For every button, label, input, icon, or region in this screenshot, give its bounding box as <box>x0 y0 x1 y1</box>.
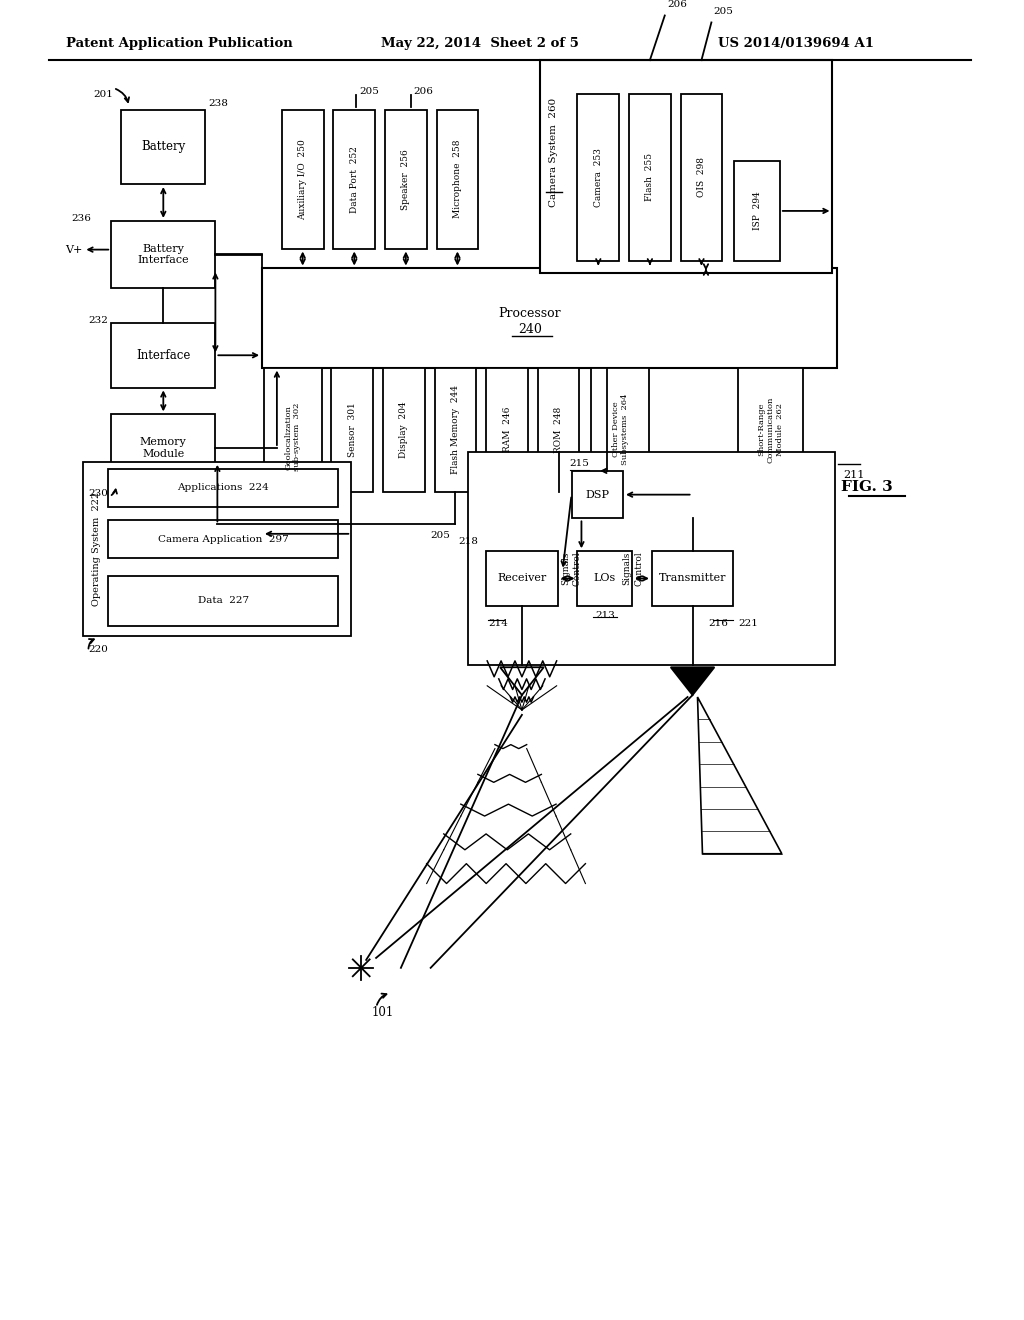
Text: Data  227: Data 227 <box>198 597 249 606</box>
Text: Battery: Battery <box>141 140 185 153</box>
Text: RAM  246: RAM 246 <box>503 407 512 453</box>
Text: Signals: Signals <box>623 552 632 585</box>
FancyBboxPatch shape <box>109 520 338 558</box>
Text: Transmitter: Transmitter <box>658 573 726 583</box>
Text: US 2014/0139694 A1: US 2014/0139694 A1 <box>719 37 874 50</box>
Text: 238: 238 <box>209 99 228 108</box>
FancyBboxPatch shape <box>652 552 733 606</box>
Text: 230: 230 <box>88 490 109 498</box>
Text: 215: 215 <box>569 459 590 467</box>
Text: 101: 101 <box>371 1006 393 1019</box>
FancyBboxPatch shape <box>83 462 351 635</box>
FancyBboxPatch shape <box>112 323 215 388</box>
FancyBboxPatch shape <box>486 552 558 606</box>
FancyBboxPatch shape <box>109 469 338 507</box>
FancyBboxPatch shape <box>112 220 215 288</box>
Text: 206: 206 <box>414 87 434 96</box>
Text: Sensor  301: Sensor 301 <box>348 403 356 457</box>
Text: 206: 206 <box>668 0 688 8</box>
FancyBboxPatch shape <box>578 94 620 260</box>
Text: FIG. 3: FIG. 3 <box>842 479 893 494</box>
Polygon shape <box>671 667 715 696</box>
Text: Camera Application  297: Camera Application 297 <box>158 535 289 544</box>
Text: Operating System  222: Operating System 222 <box>92 491 100 606</box>
Text: Camera System  260: Camera System 260 <box>549 98 558 206</box>
Text: Camera  253: Camera 253 <box>594 148 603 207</box>
Text: 216: 216 <box>709 619 728 627</box>
Text: 205: 205 <box>359 87 379 96</box>
Text: Interface: Interface <box>136 348 190 362</box>
Text: Short-Range
Communication
Module  262: Short-Range Communication Module 262 <box>757 396 783 463</box>
Text: 205: 205 <box>431 532 451 540</box>
FancyBboxPatch shape <box>282 110 324 248</box>
FancyBboxPatch shape <box>109 576 338 626</box>
Text: 236: 236 <box>72 214 91 223</box>
FancyBboxPatch shape <box>332 368 373 491</box>
Text: 213: 213 <box>595 611 614 620</box>
Text: DSP: DSP <box>586 490 609 500</box>
FancyBboxPatch shape <box>468 451 836 665</box>
FancyBboxPatch shape <box>383 368 425 491</box>
Text: May 22, 2014  Sheet 2 of 5: May 22, 2014 Sheet 2 of 5 <box>381 37 579 50</box>
Text: Microphone  258: Microphone 258 <box>453 140 462 218</box>
Text: Patent Application Publication: Patent Application Publication <box>66 37 292 50</box>
Text: Auxiliary I/O  250: Auxiliary I/O 250 <box>298 139 307 219</box>
FancyBboxPatch shape <box>262 268 838 368</box>
Text: ROM  248: ROM 248 <box>554 407 563 453</box>
Text: 214: 214 <box>488 619 508 627</box>
Text: Flash  255: Flash 255 <box>645 153 654 201</box>
FancyBboxPatch shape <box>264 368 322 507</box>
FancyBboxPatch shape <box>121 110 206 185</box>
Text: V+: V+ <box>65 244 82 255</box>
FancyBboxPatch shape <box>738 368 803 491</box>
FancyBboxPatch shape <box>434 368 476 491</box>
FancyBboxPatch shape <box>538 368 580 491</box>
FancyBboxPatch shape <box>385 110 427 248</box>
Text: 221: 221 <box>738 619 758 627</box>
Text: Battery
Interface: Battery Interface <box>137 244 189 265</box>
FancyBboxPatch shape <box>578 552 632 606</box>
FancyBboxPatch shape <box>629 94 671 260</box>
Text: OIS  298: OIS 298 <box>697 157 706 197</box>
FancyBboxPatch shape <box>112 414 215 482</box>
Text: Memory
Module: Memory Module <box>140 437 186 459</box>
Text: Geolocalization
sub-system  302: Geolocalization sub-system 302 <box>285 403 301 471</box>
Text: Display  204: Display 204 <box>399 401 409 458</box>
FancyBboxPatch shape <box>571 471 624 519</box>
Text: Processor: Processor <box>499 306 561 319</box>
Text: 220: 220 <box>88 645 109 653</box>
Text: Signals: Signals <box>561 552 570 585</box>
FancyBboxPatch shape <box>592 368 649 491</box>
Text: Control: Control <box>635 552 643 586</box>
Text: Other Device
Subsystems  264: Other Device Subsystems 264 <box>611 393 629 466</box>
Text: 211: 211 <box>844 470 864 480</box>
FancyBboxPatch shape <box>486 368 528 491</box>
FancyBboxPatch shape <box>681 94 722 260</box>
FancyBboxPatch shape <box>540 61 833 273</box>
FancyBboxPatch shape <box>436 110 478 248</box>
FancyBboxPatch shape <box>334 110 375 248</box>
Text: Speaker  256: Speaker 256 <box>401 149 411 210</box>
Text: ISP  294: ISP 294 <box>753 191 762 230</box>
FancyBboxPatch shape <box>734 161 780 260</box>
Text: Control: Control <box>573 552 582 586</box>
Text: LOs: LOs <box>594 573 615 583</box>
Text: Receiver: Receiver <box>498 573 547 583</box>
Text: 205: 205 <box>714 8 733 16</box>
Text: 240: 240 <box>518 323 542 337</box>
Text: Applications  224: Applications 224 <box>177 483 269 492</box>
Text: 232: 232 <box>88 315 109 325</box>
Text: 218: 218 <box>459 537 478 546</box>
Text: 201: 201 <box>93 90 114 99</box>
Text: Flash Memory  244: Flash Memory 244 <box>451 385 460 474</box>
Text: Data Port  252: Data Port 252 <box>350 145 358 213</box>
